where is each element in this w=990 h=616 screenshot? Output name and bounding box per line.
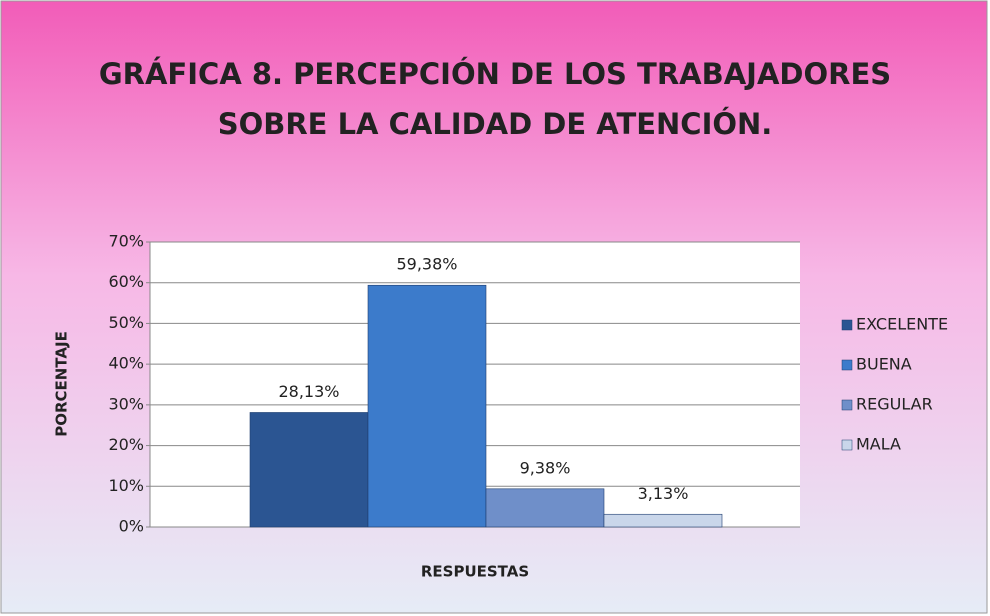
x-axis-label: RESPUESTAS [421, 563, 529, 581]
y-tick-label: 70% [108, 232, 144, 251]
legend-label: EXCELENTE [856, 315, 948, 334]
legend-label: MALA [856, 435, 901, 454]
y-tick-label: 30% [108, 394, 144, 413]
data-label: 3,13% [638, 484, 689, 503]
chart-title: SOBRE LA CALIDAD DE ATENCIÓN. [218, 107, 773, 141]
bar [367, 284, 487, 528]
data-label: 9,38% [520, 458, 571, 477]
y-axis-label: PORCENTAJE [53, 331, 71, 437]
bar [603, 513, 723, 528]
legend-swatch [841, 399, 853, 411]
chart-title: GRÁFICA 8. PERCEPCIÓN DE LOS TRABAJADORE… [99, 57, 891, 91]
legend-swatch [841, 319, 853, 331]
y-tick-label: 20% [108, 435, 144, 454]
bar [249, 412, 369, 528]
y-tick-label: 0% [119, 517, 144, 536]
legend-swatch [841, 439, 853, 451]
legend-label: BUENA [856, 355, 912, 374]
data-label: 28,13% [278, 382, 339, 401]
bar [485, 488, 605, 528]
y-tick-label: 40% [108, 354, 144, 373]
legend-swatch [841, 359, 853, 371]
y-tick-label: 60% [108, 272, 144, 291]
legend-label: REGULAR [856, 395, 933, 414]
y-tick-label: 50% [108, 313, 144, 332]
data-label: 59,38% [396, 255, 457, 274]
y-tick-label: 10% [108, 476, 144, 495]
